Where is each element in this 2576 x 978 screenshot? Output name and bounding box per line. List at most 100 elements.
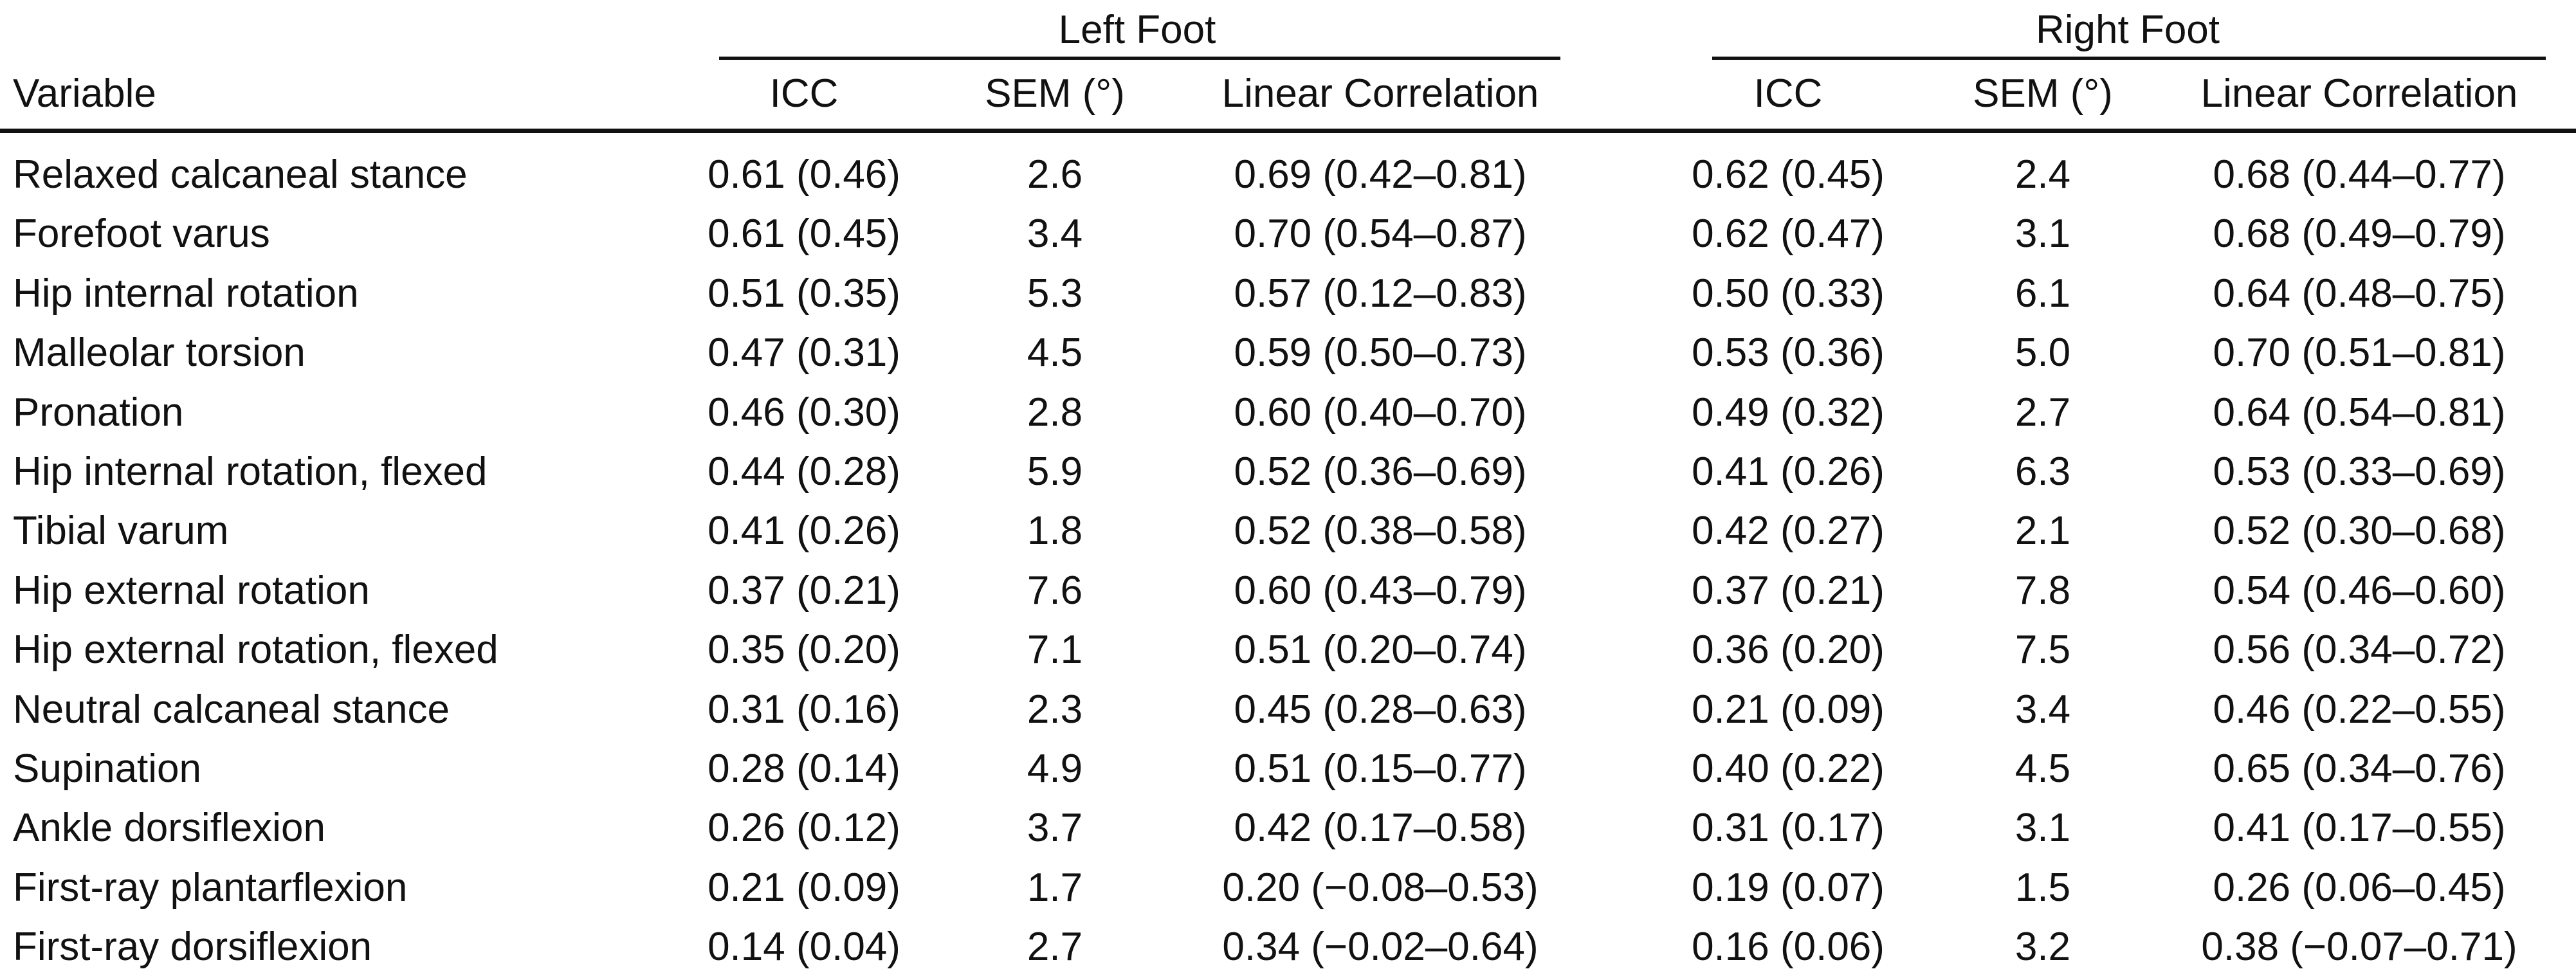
table-cell: 4.5 [1027, 331, 1083, 375]
row-variable-label: First-ray plantarflexion [13, 865, 408, 910]
table-cell: 3.2 [2014, 925, 2071, 969]
column-header-left-sem: SEM (°) [985, 71, 1125, 116]
table-cell: 0.56 (0.34–0.72) [2213, 628, 2506, 672]
row-variable-label: Relaxed calcaneal stance [13, 152, 468, 197]
column-header-right-sem: SEM (°) [1973, 71, 2113, 116]
row-variable-label: Neutral calcaneal stance [13, 687, 450, 732]
right-foot-group-rule [1712, 57, 2546, 60]
table-cell: 0.19 (0.07) [1692, 865, 1885, 910]
table-cell: 6.3 [2014, 449, 2071, 494]
table-cell: 0.60 (0.40–0.70) [1234, 390, 1527, 435]
table-cell: 2.6 [1027, 152, 1083, 197]
table-cell: 0.49 (0.32) [1692, 390, 1885, 435]
row-variable-label: Hip internal rotation [13, 271, 359, 316]
header-bottom-rule [0, 129, 2576, 133]
table-cell: 0.68 (0.44–0.77) [2213, 152, 2506, 197]
table-cell: 0.34 (−0.02–0.64) [1222, 925, 1539, 969]
table-cell: 2.1 [2014, 509, 2071, 553]
table-cell: 0.70 (0.51–0.81) [2213, 331, 2506, 375]
table-cell: 0.68 (0.49–0.79) [2213, 212, 2506, 256]
table-cell: 0.69 (0.42–0.81) [1234, 152, 1527, 197]
table-cell: 0.14 (0.04) [708, 925, 900, 969]
table-cell: 1.5 [2014, 865, 2071, 910]
table-cell: 0.59 (0.50–0.73) [1234, 331, 1527, 375]
row-variable-label: Pronation [13, 390, 184, 435]
table-cell: 3.1 [2014, 212, 2071, 256]
column-header-left-linear-correlation: Linear Correlation [1221, 71, 1539, 116]
column-header-left-icc: ICC [769, 71, 839, 116]
table-cell: 0.16 (0.06) [1692, 925, 1885, 969]
table-cell: 0.42 (0.17–0.58) [1234, 806, 1527, 850]
table-cell: 2.7 [2014, 390, 2071, 435]
table-cell: 0.62 (0.47) [1692, 212, 1885, 256]
table-cell: 2.7 [1027, 925, 1083, 969]
table-cell: 0.41 (0.26) [708, 509, 900, 553]
table-cell: 0.57 (0.12–0.83) [1234, 271, 1527, 316]
table-cell: 0.44 (0.28) [708, 449, 900, 494]
table-cell: 0.45 (0.28–0.63) [1234, 687, 1527, 732]
variable-column-header: Variable [13, 71, 156, 116]
table-cell: 5.9 [1027, 449, 1083, 494]
table-cell: 7.8 [2014, 568, 2071, 613]
table-cell: 4.5 [2014, 747, 2071, 791]
table-cell: 1.8 [1027, 509, 1083, 553]
table-cell: 0.40 (0.22) [1692, 747, 1885, 791]
table-cell: 0.21 (0.09) [1692, 687, 1885, 732]
table-cell: 0.65 (0.34–0.76) [2213, 747, 2506, 791]
table-cell: 2.4 [2014, 152, 2071, 197]
group-header-right-foot: Right Foot [2035, 8, 2220, 52]
table-cell: 0.20 (−0.08–0.53) [1222, 865, 1539, 910]
column-header-right-linear-correlation: Linear Correlation [2200, 71, 2518, 116]
table-cell: 3.4 [1027, 212, 1083, 256]
table-cell: 4.9 [1027, 747, 1083, 791]
table-cell: 0.51 (0.15–0.77) [1234, 747, 1527, 791]
table-cell: 3.4 [2014, 687, 2071, 732]
table-cell: 0.64 (0.54–0.81) [2213, 390, 2506, 435]
table-cell: 7.5 [2014, 628, 2071, 672]
table-cell: 5.0 [2014, 331, 2071, 375]
table-cell: 0.64 (0.48–0.75) [2213, 271, 2506, 316]
table-cell: 0.52 (0.36–0.69) [1234, 449, 1527, 494]
table-cell: 7.1 [1027, 628, 1083, 672]
table-cell: 0.46 (0.22–0.55) [2213, 687, 2506, 732]
table-cell: 0.53 (0.33–0.69) [2213, 449, 2506, 494]
table-cell: 0.31 (0.17) [1692, 806, 1885, 850]
table-cell: 0.26 (0.06–0.45) [2213, 865, 2506, 910]
table-cell: 0.36 (0.20) [1692, 628, 1885, 672]
table-cell: 0.31 (0.16) [708, 687, 900, 732]
table-cell: 0.53 (0.36) [1692, 331, 1885, 375]
table-cell: 0.37 (0.21) [708, 568, 900, 613]
row-variable-label: Hip external rotation [13, 568, 370, 613]
table-cell: 0.42 (0.27) [1692, 509, 1885, 553]
table-cell: 0.46 (0.30) [708, 390, 900, 435]
row-variable-label: Hip external rotation, flexed [13, 628, 498, 672]
table-cell: 0.61 (0.46) [708, 152, 900, 197]
table-cell: 0.62 (0.45) [1692, 152, 1885, 197]
table-cell: 0.54 (0.46–0.60) [2213, 568, 2506, 613]
group-header-left-foot: Left Foot [1058, 8, 1216, 52]
table-cell: 0.52 (0.30–0.68) [2213, 509, 2506, 553]
table-cell: 0.61 (0.45) [708, 212, 900, 256]
table-cell: 0.60 (0.43–0.79) [1234, 568, 1527, 613]
table-cell: 0.70 (0.54–0.87) [1234, 212, 1527, 256]
table-cell: 0.41 (0.17–0.55) [2213, 806, 2506, 850]
table-cell: 5.3 [1027, 271, 1083, 316]
table-cell: 0.47 (0.31) [708, 331, 900, 375]
table-cell: 2.3 [1027, 687, 1083, 732]
table-cell: 0.41 (0.26) [1692, 449, 1885, 494]
table-cell: 0.51 (0.35) [708, 271, 900, 316]
left-foot-group-rule [719, 57, 1560, 60]
table-cell: 2.8 [1027, 390, 1083, 435]
row-variable-label: Hip internal rotation, flexed [13, 449, 488, 494]
table-cell: 0.51 (0.20–0.74) [1234, 628, 1527, 672]
row-variable-label: First-ray dorsiflexion [13, 925, 372, 969]
table-cell: 0.21 (0.09) [708, 865, 900, 910]
row-variable-label: Malleolar torsion [13, 331, 306, 375]
row-variable-label: Tibial varum [13, 509, 229, 553]
table-cell: 6.1 [2014, 271, 2071, 316]
row-variable-label: Ankle dorsiflexion [13, 806, 325, 850]
row-variable-label: Forefoot varus [13, 212, 270, 256]
table-cell: 3.1 [2014, 806, 2071, 850]
table-cell: 0.35 (0.20) [708, 628, 900, 672]
table-cell: 0.38 (−0.07–0.71) [2201, 925, 2517, 969]
